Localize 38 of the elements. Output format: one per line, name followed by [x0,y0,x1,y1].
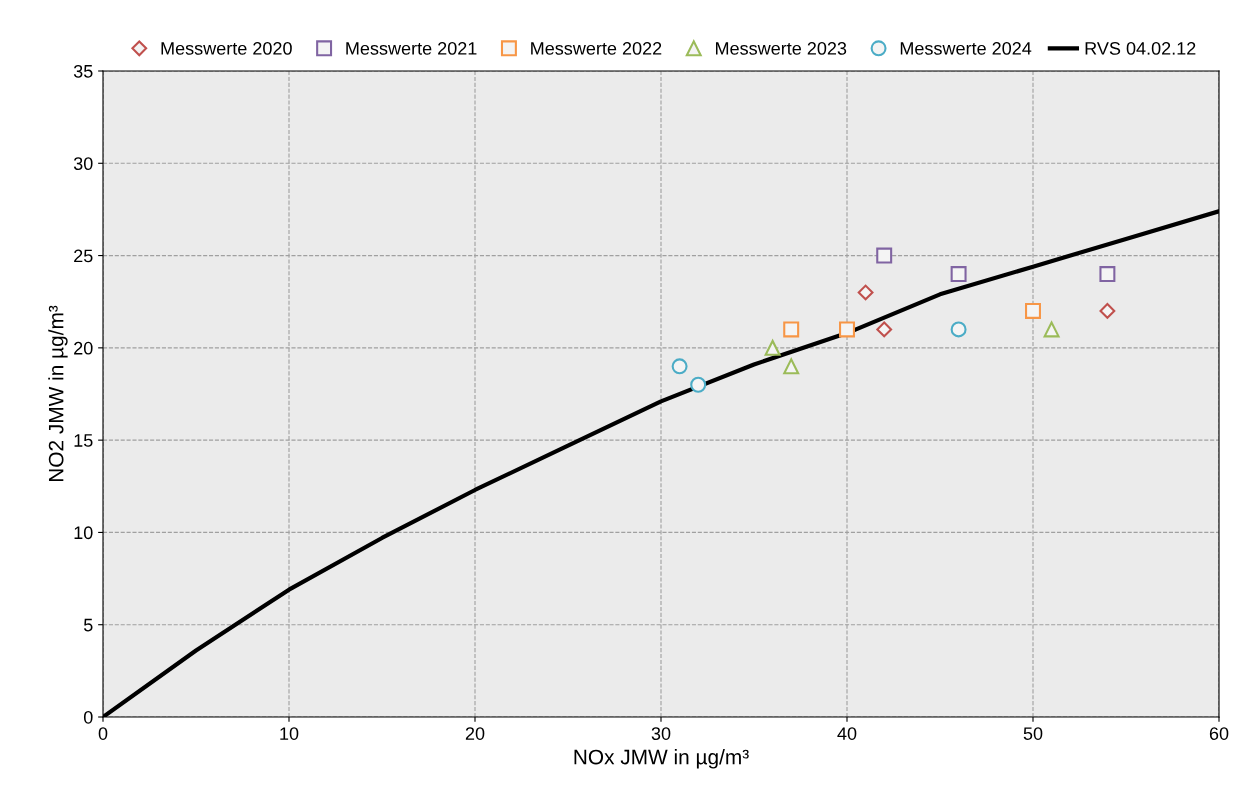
point [1043,321,1060,338]
point [671,358,688,375]
y-tick-label: 20 [74,341,93,355]
x-axis-title: NOx JMW in µg/m³ [574,749,749,769]
point [857,284,874,301]
point [876,247,893,264]
legend-label: Messwerte 2020 [161,42,292,55]
point [1025,302,1041,319]
point [1099,266,1116,283]
legend-label: Messwerte 2023 [715,42,847,55]
x-tick-label: 0 [98,727,108,740]
y-tick-label: 25 [74,249,93,263]
x-tick-label: 20 [465,727,485,740]
legend-label: Messwerte 2022 [531,42,662,55]
legend-label: RVS 04.02.12 [1085,42,1196,55]
y-tick-label: 15 [74,434,93,447]
y-tick-label: 35 [73,64,93,78]
y-tick-label: 0 [83,710,93,724]
legend-label: Messwerte 2021 [346,42,477,55]
point [876,321,893,338]
x-tick-label: 50 [1023,727,1043,740]
x-tick-label: 10 [280,727,299,740]
point [783,358,800,375]
point [690,376,707,393]
x-tick-label: 60 [1209,727,1229,740]
y-tick-label: 30 [73,157,93,171]
point [950,266,967,283]
y-tick-label: 5 [83,618,93,632]
point [950,321,967,338]
point [839,321,855,338]
y-tick-label: 10 [74,526,93,540]
point [764,339,781,356]
y-axis-title: NO2 JMW in µg/m³ [48,305,68,482]
legend-label: Messwerte 2024 [900,42,1032,55]
x-tick-label: 30 [651,727,671,740]
point [1099,303,1116,319]
x-tick-label: 40 [837,727,857,740]
point [783,321,800,338]
